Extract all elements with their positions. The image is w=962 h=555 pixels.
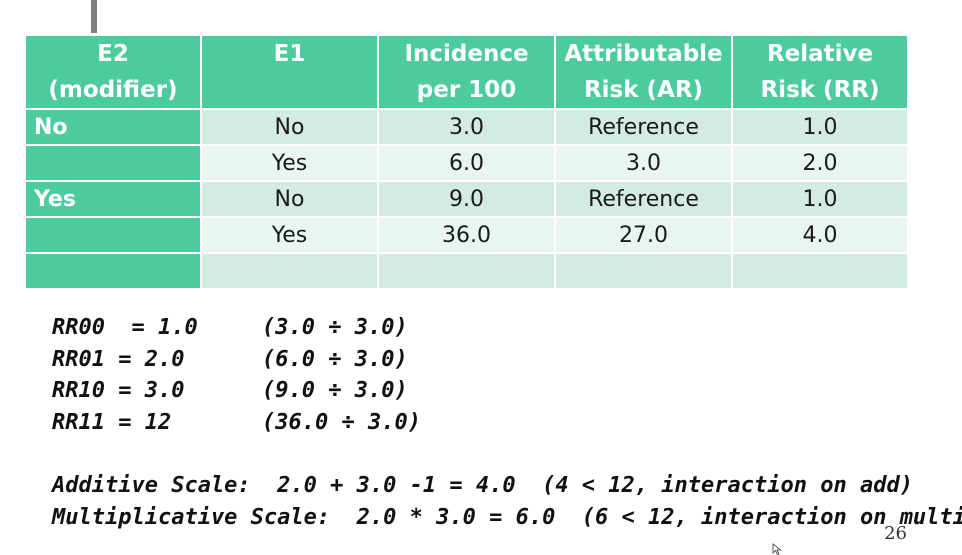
rr-cell: 1.0 <box>731 180 909 218</box>
scale-comparison: Additive Scale: 2.0 + 3.0 -1 = 4.0 (4 < … <box>52 470 962 534</box>
risk-table: E2 (modifier) E1 Incidence per 100 Attribu… <box>24 34 909 290</box>
header-relative-risk: Relative Risk (RR) <box>731 34 909 110</box>
formula-line: RR01 = 2.0 (6.0 ÷ 3.0) <box>52 344 421 376</box>
formula-calc: (3.0 ÷ 3.0) <box>262 315 408 340</box>
ar-cell: 27.0 <box>554 216 733 254</box>
table-row: Yes 6.0 3.0 2.0 <box>24 144 909 182</box>
formula-label: RR00 = 1.0 <box>52 315 198 340</box>
rr-cell: 2.0 <box>731 144 909 182</box>
formula-calc: (9.0 ÷ 3.0) <box>262 378 408 403</box>
formula-label: RR10 = 3.0 <box>52 378 185 403</box>
rr-cell: 4.0 <box>731 216 909 254</box>
formula-calc: (6.0 ÷ 3.0) <box>262 346 408 372</box>
e1-cell <box>200 252 379 290</box>
modifier-cell: Yes <box>24 180 202 218</box>
table-header-row: E2 (modifier) E1 Incidence per 100 Attribu… <box>24 34 909 110</box>
formula-line: RR00 = 1.0 (3.0 ÷ 3.0) <box>52 312 421 344</box>
incidence-cell <box>377 252 556 290</box>
modifier-cell <box>24 216 202 254</box>
page-number: 26 <box>884 523 907 544</box>
ar-cell: 3.0 <box>554 144 733 182</box>
modifier-cell: No <box>24 108 202 146</box>
ar-cell <box>554 252 733 290</box>
e1-cell: Yes <box>200 216 379 254</box>
table-row: Yes 36.0 27.0 4.0 <box>24 216 909 254</box>
header-incidence: Incidence per 100 <box>377 34 556 110</box>
incidence-cell: 9.0 <box>377 180 556 218</box>
additive-scale-line: Additive Scale: 2.0 + 3.0 -1 = 4.0 (4 < … <box>52 473 913 498</box>
table-row <box>24 252 909 290</box>
formula-calc: (36.0 ÷ 3.0) <box>262 409 421 435</box>
modifier-cell <box>24 144 202 182</box>
formula-line: RR11 = 12 (36.0 ÷ 3.0) <box>52 407 421 439</box>
formula-label: RR11 = 12 <box>52 409 172 435</box>
slide-edge-line <box>91 0 97 33</box>
incidence-cell: 36.0 <box>377 216 556 254</box>
e1-cell: No <box>200 108 379 146</box>
incidence-cell: 3.0 <box>377 108 556 146</box>
header-attributable-risk: Attributable Risk (AR) <box>554 34 733 110</box>
formula-label: RR01 = 2.0 <box>52 346 185 372</box>
rr-cell: 1.0 <box>731 108 909 146</box>
header-e2: E2 (modifier) <box>24 34 202 110</box>
rr-cell <box>731 252 909 290</box>
incidence-cell: 6.0 <box>377 144 556 182</box>
modifier-cell <box>24 252 202 290</box>
header-e1: E1 <box>200 34 379 110</box>
e1-cell: Yes <box>200 144 379 182</box>
table-row: Yes No 9.0 Reference 1.0 <box>24 180 909 218</box>
ar-cell: Reference <box>554 180 733 218</box>
rr-formulas: RR00 = 1.0 (3.0 ÷ 3.0) RR01 = 2.0 (6.0 ÷ 3… <box>52 312 421 438</box>
multiplicative-scale-line: Multiplicative Scale: 2.0 * 3.0 = 6.0 (6… <box>52 505 962 530</box>
formula-line: RR10 = 3.0 (9.0 ÷ 3.0) <box>52 375 421 407</box>
table-row: No No 3.0 Reference 1.0 <box>24 108 909 146</box>
ar-cell: Reference <box>554 108 733 146</box>
e1-cell: No <box>200 180 379 218</box>
cursor-icon <box>772 543 782 555</box>
